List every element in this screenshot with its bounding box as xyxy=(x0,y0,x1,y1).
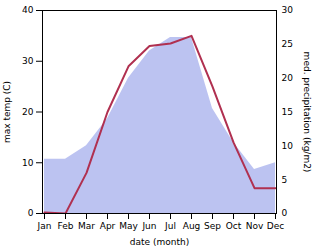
svg-text:5: 5 xyxy=(282,175,288,185)
svg-text:Aug: Aug xyxy=(183,221,201,231)
svg-text:Nov: Nov xyxy=(246,221,264,231)
svg-text:10: 10 xyxy=(282,141,294,151)
svg-text:Dec: Dec xyxy=(267,221,284,231)
svg-text:Jun: Jun xyxy=(141,221,156,231)
svg-text:0: 0 xyxy=(282,208,288,218)
svg-text:Jul: Jul xyxy=(164,221,176,231)
svg-text:Apr: Apr xyxy=(100,221,116,231)
svg-text:Feb: Feb xyxy=(58,221,74,231)
svg-text:med. precipitation (kg/m2): med. precipitation (kg/m2) xyxy=(302,52,312,173)
svg-text:15: 15 xyxy=(282,107,293,117)
svg-text:Mar: Mar xyxy=(78,221,95,231)
svg-text:30: 30 xyxy=(22,56,34,66)
svg-text:25: 25 xyxy=(282,39,293,49)
svg-text:May: May xyxy=(119,221,138,231)
svg-text:Oct: Oct xyxy=(226,221,242,231)
svg-text:30: 30 xyxy=(282,5,294,15)
svg-text:0: 0 xyxy=(28,208,34,218)
svg-text:10: 10 xyxy=(22,158,34,168)
svg-text:20: 20 xyxy=(22,107,34,117)
svg-text:date (month): date (month) xyxy=(130,237,189,247)
svg-text:Jan: Jan xyxy=(37,221,52,231)
svg-text:20: 20 xyxy=(282,73,294,83)
svg-text:Sep: Sep xyxy=(204,221,221,231)
svg-text:max temp (C): max temp (C) xyxy=(2,81,12,143)
svg-text:40: 40 xyxy=(22,5,34,15)
